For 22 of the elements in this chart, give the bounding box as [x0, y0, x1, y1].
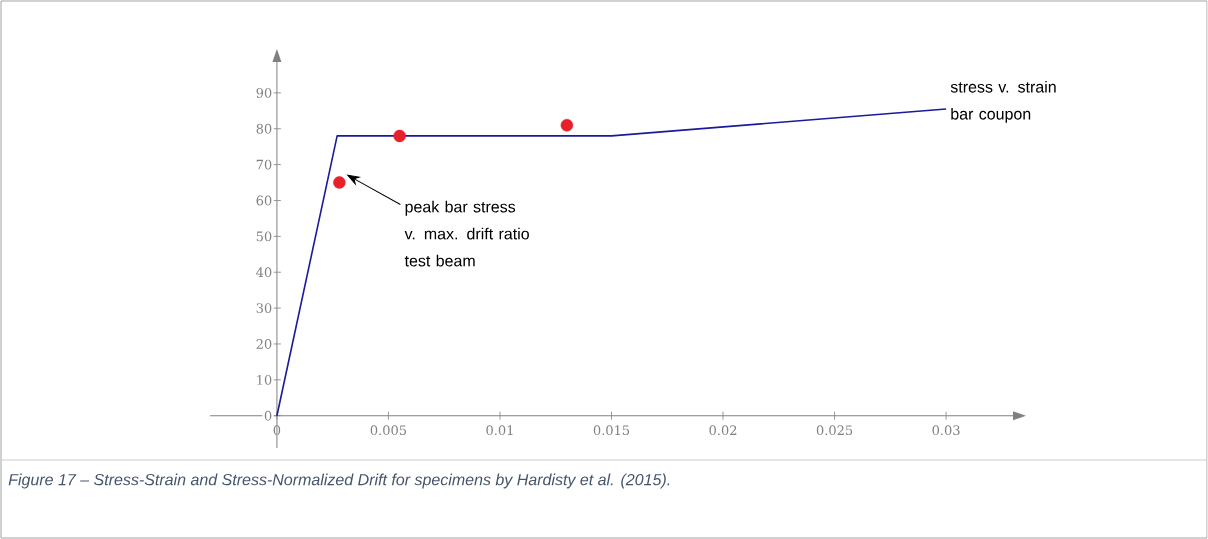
y-tick-label: 50 — [256, 231, 272, 242]
y-tick-label: 20 — [256, 339, 272, 349]
y-tick-label: 60 — [256, 195, 272, 206]
x-tick-label: 0.02 — [709, 425, 737, 436]
text: peak bar stress v. max. drift ratio test beam — [404, 200, 529, 267]
series-label: stress v. strain bar coupon — [950, 80, 1056, 123]
point — [560, 118, 574, 132]
x-tick-label: 0.005 — [370, 425, 407, 436]
x-tick-label: 0.025 — [816, 425, 853, 436]
y-tick-label: 70 — [256, 159, 272, 170]
y-tick-label: 10 — [257, 374, 272, 385]
point — [393, 129, 406, 143]
y-tick-label: 90 — [256, 87, 272, 98]
x-tick-label: 0.015 — [593, 425, 630, 436]
y-tick-label: 80 — [256, 123, 272, 134]
y-tick-label: 30 — [256, 303, 272, 314]
x-tick-label: 0.01 — [486, 425, 513, 436]
point — [333, 176, 346, 189]
y-tick-label: 0 — [264, 410, 272, 421]
x-tick-label: 0.03 — [932, 425, 960, 436]
y-tick-label: 40 — [256, 267, 272, 278]
text: Figure 17 – Stress-Strain and Stress-Normalized Drift for specimens by Hardisty et al. (2015). — [8, 473, 670, 489]
